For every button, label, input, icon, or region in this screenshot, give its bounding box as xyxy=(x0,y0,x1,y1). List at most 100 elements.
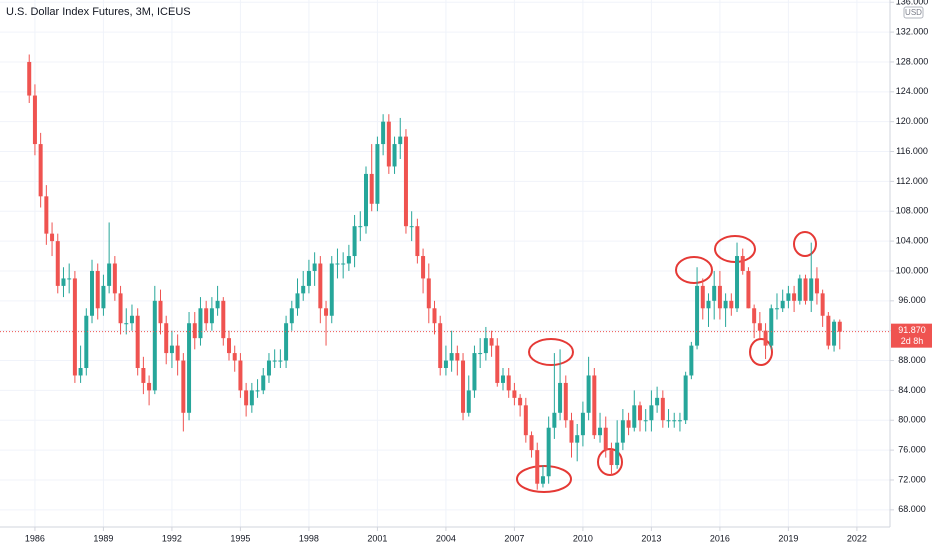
candle-body xyxy=(221,300,226,339)
candle-body xyxy=(763,330,768,346)
y-tick-label: 84.000 xyxy=(898,385,926,395)
candle-body xyxy=(192,323,197,339)
candle-body xyxy=(814,278,819,294)
candle-body xyxy=(272,360,277,362)
candle-body xyxy=(575,435,580,443)
candle-body xyxy=(797,278,802,301)
candle-body xyxy=(306,270,311,286)
candle-body xyxy=(558,382,563,413)
candle-body xyxy=(792,293,797,301)
candle-body xyxy=(466,390,471,413)
candle-body xyxy=(409,226,414,228)
candle-body xyxy=(683,375,688,421)
candle-body xyxy=(244,390,249,406)
candle-body xyxy=(335,263,340,265)
x-tick-label: 1995 xyxy=(230,533,250,543)
candle-body xyxy=(649,405,654,421)
last-price-tag xyxy=(891,323,932,348)
candle-body xyxy=(301,285,306,294)
currency-box xyxy=(903,6,924,19)
candle-body xyxy=(289,308,294,324)
countdown-label: 2d 8h xyxy=(901,336,924,346)
candle-body xyxy=(381,121,386,145)
candle-body xyxy=(626,420,631,428)
candle-body xyxy=(152,300,157,391)
x-tick-label: 2010 xyxy=(573,533,593,543)
candle-body xyxy=(620,420,625,443)
candle-body xyxy=(443,360,448,369)
candle-body xyxy=(364,173,369,227)
candle-body xyxy=(826,315,831,346)
candle-body xyxy=(90,270,95,316)
y-tick-label: 104.000 xyxy=(896,235,929,245)
candle-body xyxy=(32,95,37,145)
candle-body xyxy=(540,476,545,484)
candle-body xyxy=(449,353,454,361)
candle-body xyxy=(643,420,648,422)
y-tick-label: 112.000 xyxy=(896,176,928,186)
candle-body xyxy=(415,226,420,257)
candle-body xyxy=(181,360,186,413)
candle-body xyxy=(187,323,192,413)
candle-body xyxy=(500,375,505,383)
candle-body xyxy=(774,308,779,310)
candle-body xyxy=(489,338,494,346)
candle-body xyxy=(386,121,391,167)
candle-body xyxy=(124,323,129,325)
highlight-circle xyxy=(516,465,572,493)
candle-body xyxy=(141,368,146,383)
y-tick-label: 72.000 xyxy=(898,474,926,484)
candle-body xyxy=(717,285,722,309)
candle-body xyxy=(358,226,363,228)
candle-body xyxy=(341,263,346,265)
candle-body xyxy=(392,144,397,167)
x-tick-label: 1992 xyxy=(162,533,182,543)
candle-body xyxy=(518,397,523,406)
candle-body xyxy=(757,323,762,331)
candle-body xyxy=(746,270,751,309)
y-tick-label: 124.000 xyxy=(896,86,929,96)
candle-body xyxy=(637,405,642,421)
y-tick-label: 132.000 xyxy=(896,26,929,36)
candle-body xyxy=(632,405,637,428)
candle-body xyxy=(55,241,60,286)
candle-body xyxy=(615,442,620,466)
y-tick-label: 116.000 xyxy=(896,146,928,156)
candle-body xyxy=(478,353,483,355)
y-tick-label: 88.000 xyxy=(898,355,926,365)
candle-body xyxy=(227,338,232,354)
candle-body xyxy=(735,256,740,309)
candle-body xyxy=(523,405,528,436)
candle-body xyxy=(769,308,774,346)
candle-body xyxy=(158,300,163,324)
candle-body xyxy=(598,427,603,436)
candle-body xyxy=(67,278,72,280)
candle-body xyxy=(655,397,660,406)
candle-body xyxy=(535,450,540,484)
x-tick-label: 2001 xyxy=(367,533,387,543)
candle-body xyxy=(135,315,140,369)
y-tick-label: 68.000 xyxy=(898,504,926,514)
candle-body xyxy=(249,390,254,406)
candle-body xyxy=(712,285,717,301)
candle-body xyxy=(112,263,117,294)
candle-body xyxy=(403,136,408,227)
candle-body xyxy=(592,375,597,436)
y-tick-label: 80.000 xyxy=(898,415,926,425)
candle-body xyxy=(44,196,49,234)
x-tick-label: 1989 xyxy=(93,533,113,543)
candle-body xyxy=(723,300,728,309)
y-tick-label: 96.000 xyxy=(898,295,926,305)
highlight-circle xyxy=(675,256,713,284)
candle-body xyxy=(261,375,266,391)
candle-body xyxy=(198,308,203,339)
candle-body xyxy=(700,285,705,309)
candle-body xyxy=(506,375,511,391)
candle-body xyxy=(660,397,665,421)
candle-body xyxy=(266,360,271,376)
candle-body xyxy=(215,300,220,309)
candle-body xyxy=(398,136,403,145)
candle-body xyxy=(346,256,351,264)
candle-body xyxy=(666,420,671,422)
candle-body xyxy=(580,412,585,436)
